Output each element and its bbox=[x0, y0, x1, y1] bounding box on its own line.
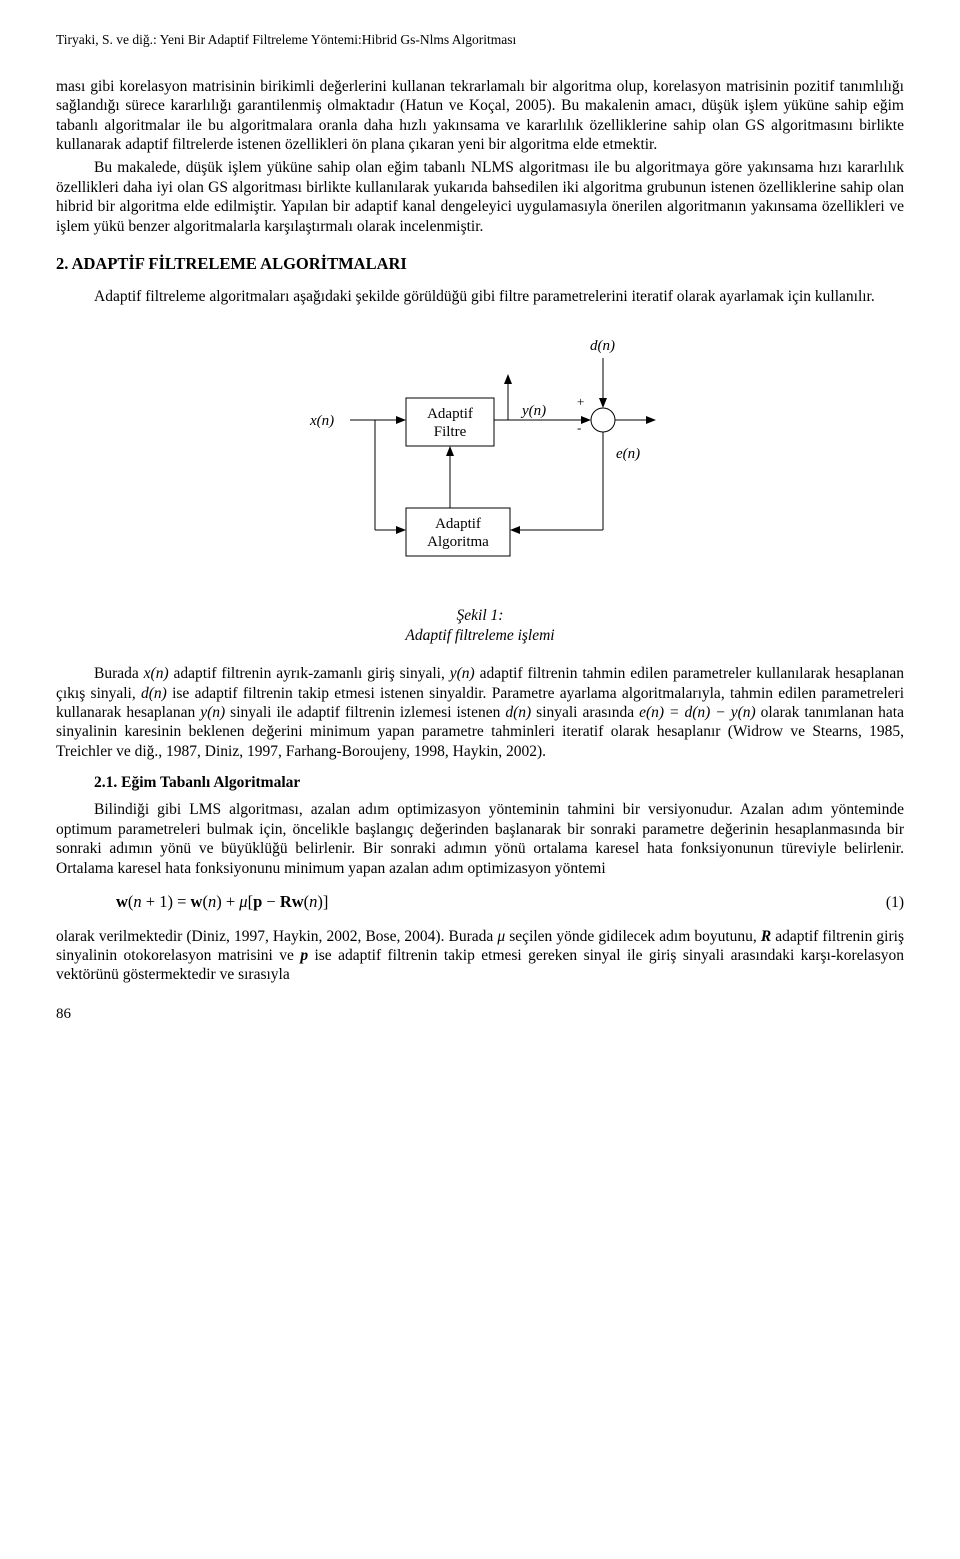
paragraph-1: ması gibi korelasyon matrisinin birikiml… bbox=[56, 77, 904, 155]
p4-mid1: adaptif filtrenin ayrık-zamanlı giriş si… bbox=[169, 665, 450, 682]
p4-mid5: sinyali arasında bbox=[531, 704, 639, 721]
fig-minus: - bbox=[577, 420, 581, 435]
fig-label-dn: d(n) bbox=[590, 338, 615, 354]
fig-box-algo-line2: Algoritma bbox=[427, 534, 489, 550]
p6-prefix: olarak verilmektedir (Diniz, 1997, Hayki… bbox=[56, 928, 497, 945]
paragraph-6: olarak verilmektedir (Diniz, 1997, Hayki… bbox=[56, 927, 904, 985]
p4-prefix: Burada bbox=[94, 665, 144, 682]
paragraph-5: Bilindiği gibi LMS algoritması, azalan a… bbox=[56, 800, 904, 878]
p6-mid1: seçilen yönde gidilecek adım boyutunu, bbox=[505, 928, 761, 945]
fig-label-en: e(n) bbox=[616, 446, 640, 462]
figure-1-svg: d(n) x(n) Adaptif Filtre y(n) + - e(n) bbox=[280, 330, 680, 600]
page-number: 86 bbox=[56, 1005, 904, 1024]
paragraph-4: Burada x(n) adaptif filtrenin ayrık-zama… bbox=[56, 664, 904, 761]
section-2-heading: 2. ADAPTİF FİLTRELEME ALGORİTMALARI bbox=[56, 254, 904, 275]
paragraph-2: Bu makalede, düşük işlem yüküne sahip ol… bbox=[56, 158, 904, 236]
math-en-eq: e(n) = d(n) − y(n) bbox=[639, 704, 756, 721]
fig-box-filter-line1: Adaptif bbox=[427, 406, 473, 422]
figure-1: d(n) x(n) Adaptif Filtre y(n) + - e(n) bbox=[280, 330, 680, 646]
figure-1-caption: Şekil 1: Adaptif filtreleme işlemi bbox=[280, 606, 680, 646]
fig-box-algo-line1: Adaptif bbox=[435, 516, 481, 532]
fig-label-xn: x(n) bbox=[309, 413, 334, 429]
figure-1-caption-line2: Adaptif filtreleme işlemi bbox=[405, 627, 554, 644]
equation-1: w(n + 1) = w(n) + μ[p − Rw(n)] (1) bbox=[56, 892, 904, 913]
math-yn2: y(n) bbox=[200, 704, 225, 721]
figure-1-caption-line1: Şekil 1: bbox=[457, 607, 504, 624]
math-yn: y(n) bbox=[450, 665, 475, 682]
fig-box-filter-line2: Filtre bbox=[434, 424, 467, 440]
paragraph-3: Adaptif filtreleme algoritmaları aşağıda… bbox=[56, 287, 904, 306]
subsection-2-1-heading: 2.1. Eğim Tabanlı Algoritmalar bbox=[56, 773, 904, 792]
running-head: Tiryaki, S. ve diğ.: Yeni Bir Adaptif Fi… bbox=[56, 32, 904, 49]
math-dn: d(n) bbox=[141, 685, 167, 702]
math-R: R bbox=[761, 928, 771, 945]
math-xn: x(n) bbox=[144, 665, 169, 682]
math-p: p bbox=[300, 947, 308, 964]
p4-mid4: sinyali ile adaptif filtrenin izlemesi i… bbox=[225, 704, 505, 721]
fig-summer bbox=[591, 408, 615, 432]
equation-1-body: w(n + 1) = w(n) + μ[p − Rw(n)] bbox=[56, 892, 864, 913]
fig-plus: + bbox=[577, 394, 584, 409]
fig-label-yn: y(n) bbox=[520, 403, 546, 419]
math-dn2: d(n) bbox=[505, 704, 531, 721]
equation-1-number: (1) bbox=[864, 893, 904, 912]
